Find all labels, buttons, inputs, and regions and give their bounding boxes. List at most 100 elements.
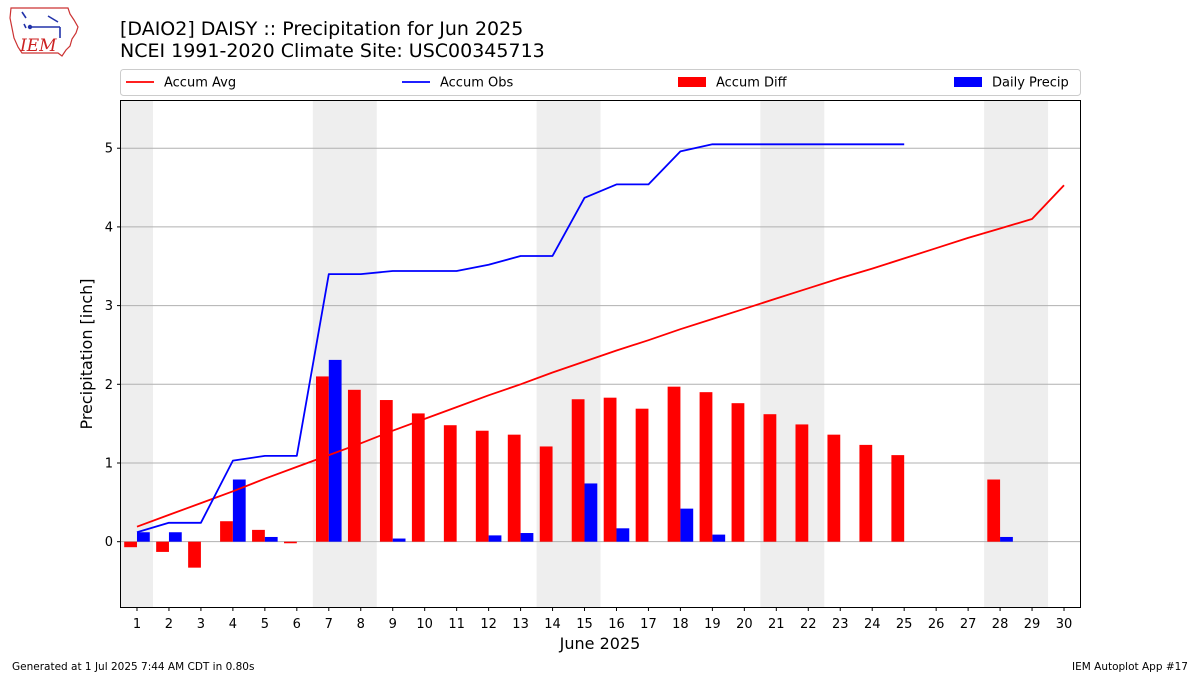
bar-accum-diff-day-13 xyxy=(507,434,521,542)
bar-daily-precip-day-2 xyxy=(168,532,182,542)
bar-daily-precip-day-12 xyxy=(488,535,502,542)
line-accum-avg xyxy=(136,184,1065,528)
xtick-label-30: 30 xyxy=(1056,617,1073,632)
legend-frame xyxy=(120,69,1081,96)
bar-accum-diff-day-7 xyxy=(315,376,329,542)
legend-label-accum-obs: Accum Obs xyxy=(440,76,513,91)
bar-daily-precip-day-4 xyxy=(232,479,246,542)
xtick-label-7: 7 xyxy=(325,617,333,632)
y-gridlines xyxy=(121,147,1080,543)
bar-accum-diff-day-21 xyxy=(763,414,777,542)
bar-accum-diff-day-2 xyxy=(156,541,169,552)
xtick-label-24: 24 xyxy=(864,617,881,632)
bar-daily-precip-day-28 xyxy=(1000,536,1013,542)
legend-swatch-daily-precip xyxy=(954,77,982,87)
xtick-label-25: 25 xyxy=(896,617,913,632)
bar-accum-diff-day-8 xyxy=(347,389,361,542)
legend: Accum Avg Accum Obs Accum Diff Daily Pre… xyxy=(120,69,1081,96)
bar-daily-precip-day-13 xyxy=(520,533,534,542)
xtick-label-4: 4 xyxy=(229,617,237,632)
bar-accum-diff-day-20 xyxy=(731,403,745,542)
xtick-label-14: 14 xyxy=(544,617,561,632)
bar-daily-precip-day-9 xyxy=(392,538,406,542)
bar-daily-precip-day-15 xyxy=(584,483,598,542)
bar-accum-diff-day-24 xyxy=(859,444,873,542)
weekend-band-1 xyxy=(121,101,153,607)
sensor-dot-icon xyxy=(27,24,33,30)
bar-accum-diff-day-6 xyxy=(284,541,297,544)
xtick-label-22: 22 xyxy=(800,617,817,632)
bar-daily-precip-day-1 xyxy=(136,532,150,542)
xtick-label-10: 10 xyxy=(416,617,433,632)
legend-label-accum-diff: Accum Diff xyxy=(716,76,788,91)
bar-accum-diff-day-23 xyxy=(827,434,841,542)
footer-generated: Generated at 1 Jul 2025 7:44 AM CDT in 0… xyxy=(12,661,254,673)
bar-daily-precip-day-5 xyxy=(264,536,278,542)
xtick-label-29: 29 xyxy=(1024,617,1041,632)
line-accum-obs xyxy=(136,143,905,534)
bar-accum-diff-day-17 xyxy=(635,408,649,542)
lines xyxy=(136,143,1065,534)
bars xyxy=(124,359,1013,568)
logo-text: IEM xyxy=(19,36,57,56)
legend-label-accum-avg: Accum Avg xyxy=(164,76,236,91)
bar-accum-diff-day-19 xyxy=(699,392,713,542)
xtick-label-11: 11 xyxy=(448,617,465,632)
bar-daily-precip-day-16 xyxy=(616,528,630,542)
bar-accum-diff-day-11 xyxy=(443,425,457,542)
ytick-label-4: 4 xyxy=(105,220,113,235)
y-axis-label: Precipitation [inch] xyxy=(77,278,96,429)
bar-accum-diff-day-14 xyxy=(539,446,553,542)
ytick-label-1: 1 xyxy=(105,456,113,471)
xtick-label-13: 13 xyxy=(512,617,529,632)
xtick-label-18: 18 xyxy=(672,617,689,632)
xtick-label-1: 1 xyxy=(133,617,141,632)
bar-accum-diff-day-18 xyxy=(667,386,681,542)
xtick-label-9: 9 xyxy=(389,617,397,632)
weather-instrument-icon xyxy=(21,11,61,38)
bar-daily-precip-day-7 xyxy=(328,359,342,542)
x-axis-label: June 2025 xyxy=(559,634,641,653)
ytick-label-3: 3 xyxy=(105,299,113,314)
chart-title-line1: [DAIO2] DAISY :: Precipitation for Jun 2… xyxy=(120,18,523,40)
xtick-label-8: 8 xyxy=(357,617,365,632)
bar-daily-precip-day-18 xyxy=(680,508,694,542)
bar-accum-diff-day-1 xyxy=(124,541,137,548)
bar-accum-diff-day-22 xyxy=(795,424,809,542)
y-axis-ticks: 0 1 2 3 4 5 xyxy=(105,142,121,550)
bar-accum-diff-day-25 xyxy=(891,455,905,542)
xtick-label-15: 15 xyxy=(576,617,593,632)
xtick-label-27: 27 xyxy=(960,617,977,632)
iowa-outline-icon xyxy=(9,7,79,57)
xtick-label-23: 23 xyxy=(832,617,849,632)
xtick-label-3: 3 xyxy=(197,617,205,632)
xtick-label-16: 16 xyxy=(608,617,625,632)
iem-logo: IEM xyxy=(9,7,79,57)
ytick-label-5: 5 xyxy=(105,142,113,157)
xtick-label-5: 5 xyxy=(261,617,269,632)
ytick-label-0: 0 xyxy=(105,535,113,550)
xtick-label-2: 2 xyxy=(165,617,173,632)
xtick-label-17: 17 xyxy=(640,617,657,632)
bar-accum-diff-day-9 xyxy=(379,400,393,542)
bar-accum-diff-day-5 xyxy=(252,529,265,542)
bar-accum-diff-day-10 xyxy=(411,413,425,542)
footer-app: IEM Autoplot App #17 xyxy=(1072,661,1188,673)
xtick-label-28: 28 xyxy=(992,617,1009,632)
legend-swatch-accum-diff xyxy=(678,77,706,87)
plot-frame xyxy=(120,100,1081,608)
bar-accum-diff-day-16 xyxy=(603,397,617,542)
xtick-label-20: 20 xyxy=(736,617,753,632)
xtick-label-6: 6 xyxy=(293,617,301,632)
xtick-label-19: 19 xyxy=(704,617,721,632)
xtick-label-26: 26 xyxy=(928,617,945,632)
bar-accum-diff-day-3 xyxy=(188,541,201,568)
chart-title-line2: NCEI 1991-2020 Climate Site: USC00345713 xyxy=(120,40,545,62)
legend-label-daily-precip: Daily Precip xyxy=(992,76,1069,91)
bar-accum-diff-day-4 xyxy=(220,521,233,542)
x-axis-ticks: 1 2 3 4 5 6 7 8 9 10 11 12 13 14 15 16 17 18 19 20 21 22 23 24 2… xyxy=(133,607,1072,632)
bar-accum-diff-day-12 xyxy=(475,430,489,542)
xtick-label-21: 21 xyxy=(768,617,785,632)
bar-accum-diff-day-15 xyxy=(571,399,585,542)
